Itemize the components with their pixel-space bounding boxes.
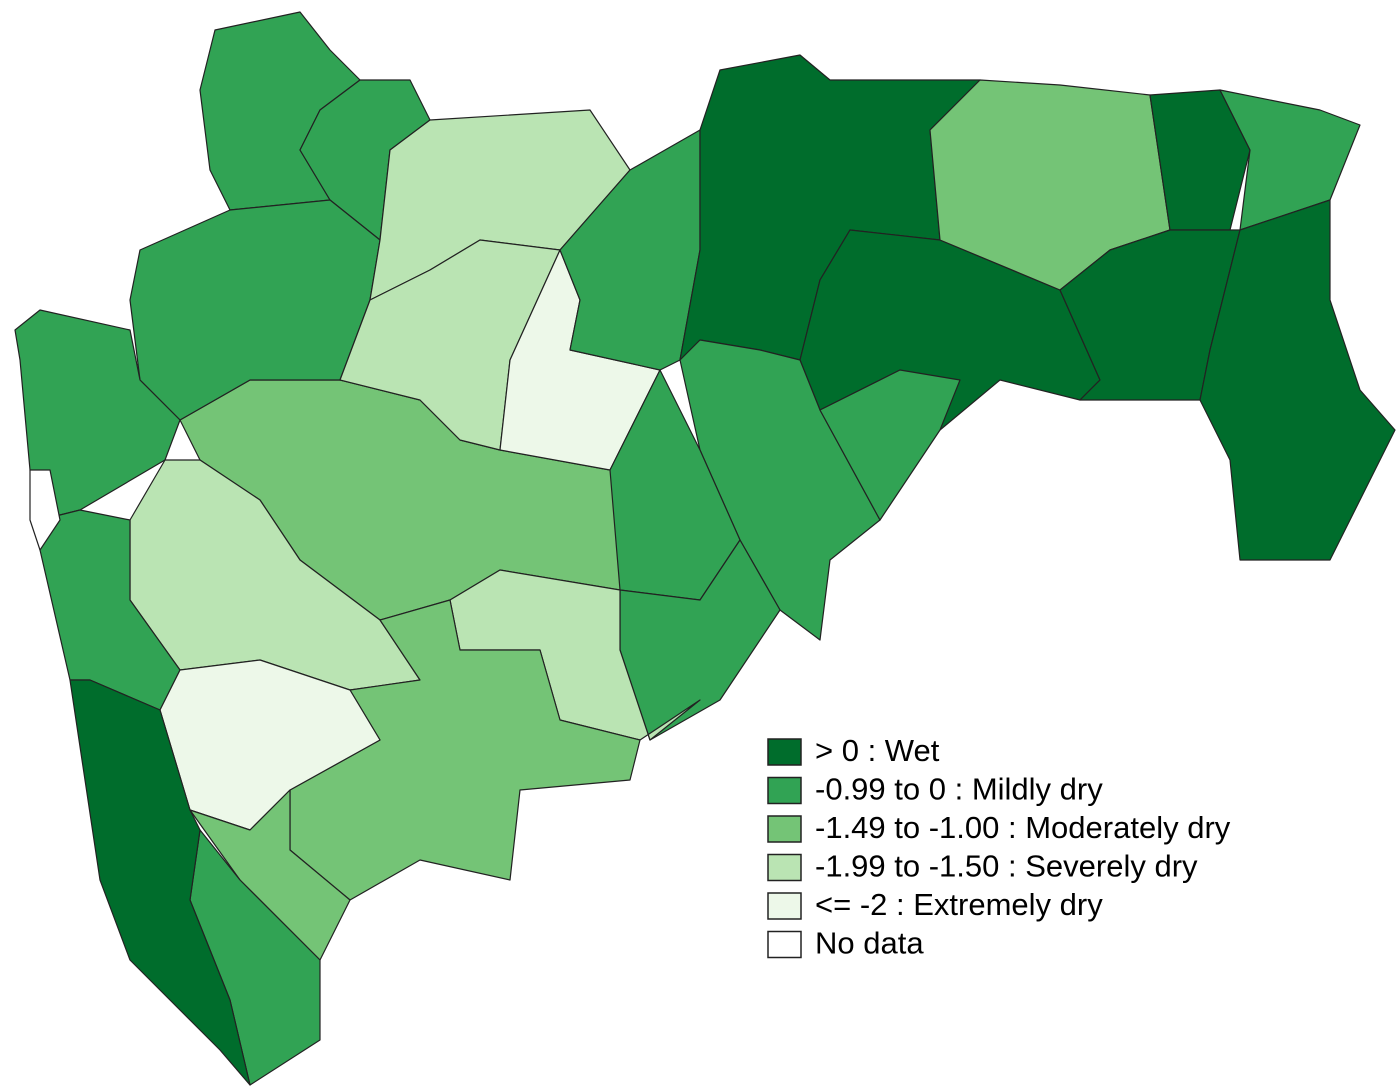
legend-label: <= -2 : Extremely dry [815, 887, 1103, 922]
district [29, 469, 61, 551]
legend-label: No data [815, 926, 924, 961]
district [69, 679, 251, 1086]
district [1199, 199, 1396, 561]
legend-label: -1.49 to -1.00 : Moderately dry [815, 810, 1231, 845]
legend: > 0 : Wet -0.99 to 0 : Mildly dry-1.49 to… [767, 733, 1231, 961]
district [1149, 89, 1251, 231]
legend-swatch [767, 738, 802, 766]
legend-swatch [767, 930, 802, 959]
legend-label: -1.99 to -1.50 : Severely dry [815, 849, 1198, 884]
legend-swatch [767, 892, 802, 920]
legend-swatch [767, 853, 802, 882]
legend-swatch [767, 776, 802, 805]
districts [14, 11, 1396, 1086]
legend-swatch [767, 815, 802, 843]
legend-label: > 0 : Wet [815, 733, 940, 768]
district [679, 339, 881, 641]
legend-label: -0.99 to 0 : Mildly dry [815, 772, 1103, 807]
district [819, 369, 961, 521]
